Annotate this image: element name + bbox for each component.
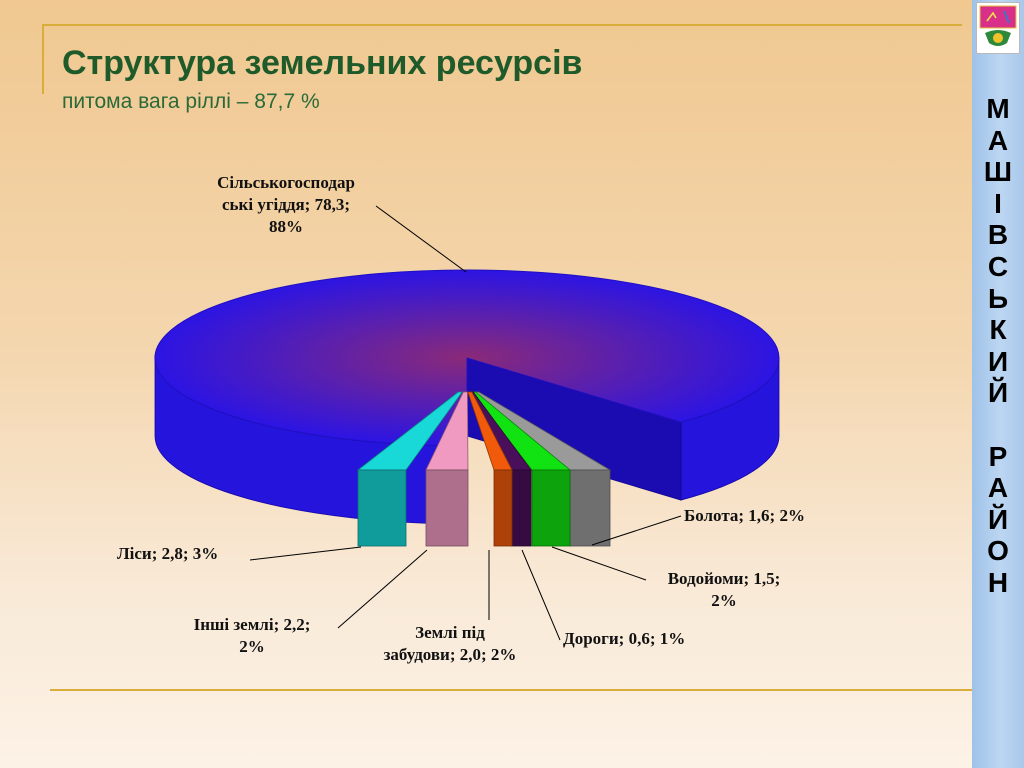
slice-3 [467, 391, 513, 547]
sidebar-letter: А [987, 124, 1009, 156]
district-sidebar [972, 0, 1024, 768]
label-roads: Дороги; 0,6; 1% [563, 629, 685, 648]
sidebar-letter: К [989, 314, 1007, 346]
sidebar-letter: І [994, 187, 1002, 219]
leader-line [551, 546, 647, 581]
sidebar-letter: М [986, 93, 1010, 124]
sidebar-letter: Р [988, 440, 1008, 472]
label-water-bodies: Водойоми; 1,5; 2% [668, 569, 781, 610]
page-subtitle: питома вага ріллі – 87,7 % [62, 90, 320, 113]
leader-line [375, 205, 467, 273]
sidebar-letter: А [987, 472, 1009, 504]
slice-2 [468, 391, 532, 547]
label-other-lands: Інші землі; 2,2; 2% [194, 615, 311, 656]
leader-line [249, 546, 362, 561]
sidebar-letter: О [987, 535, 1009, 567]
leader-line [521, 549, 561, 641]
sidebar-letter: В [987, 219, 1009, 251]
slice-5 [356, 391, 463, 547]
title-side-rule [42, 24, 44, 94]
leader-line [337, 549, 428, 629]
sidebar-letter: С [987, 250, 1009, 282]
slide-background: Структура земельних ресурсів питома вага… [0, 0, 972, 768]
district-coat-of-arms-icon [976, 2, 1020, 54]
sidebar-letter: Ь [987, 282, 1009, 314]
top-rule [42, 24, 962, 26]
bottom-rule [50, 689, 972, 691]
sidebar-letter: И [987, 345, 1009, 377]
label-built-up-land: Землі під забудови; 2,0; 2% [384, 623, 517, 664]
label-forests: Ліси; 2,8; 3% [117, 544, 218, 563]
pie-chart: Сільськогосподар ські угіддя; 78,3; 88% Бол… [117, 173, 805, 664]
label-swamps: Болота; 1,6; 2% [684, 506, 805, 525]
sidebar-letter: Й [987, 377, 1009, 409]
sidebar-letter: Й [987, 503, 1009, 535]
label-agricultural-land: Сільськогосподар ські угіддя; 78,3; 88% [217, 173, 355, 236]
sidebar-letter: Н [987, 566, 1009, 598]
slice-4 [425, 391, 469, 547]
page-title: Структура земельних ресурсів [62, 44, 583, 82]
sidebar-letter: Ш [983, 156, 1013, 188]
sidebar-gap [972, 409, 1024, 441]
leader-line [591, 515, 682, 546]
